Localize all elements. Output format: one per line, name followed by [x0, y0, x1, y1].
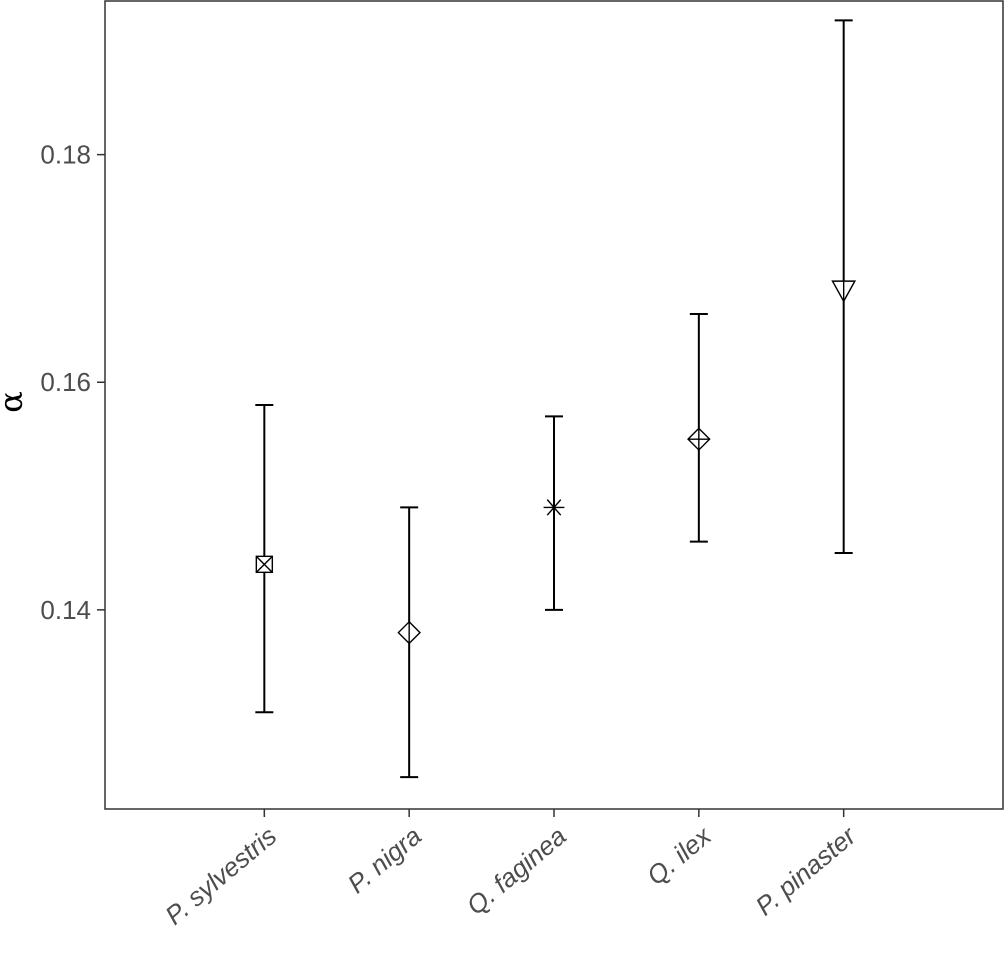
x-tick-label: P. pinaster — [750, 820, 863, 922]
point-marker — [546, 499, 562, 516]
y-axis: 0.14 0.16 0.18 — [40, 140, 105, 625]
x-tick-label: Q. faginea — [461, 821, 572, 921]
x-axis: P. sylvestris P. nigra Q. faginea Q. ilex P.… — [159, 809, 863, 931]
panel-border — [104, 0, 1004, 810]
point-group — [255, 404, 274, 714]
x-tick-label: P. nigra — [342, 821, 427, 899]
y-tick-label: 0.14 — [40, 595, 91, 625]
point-group — [831, 19, 857, 554]
point-group — [543, 415, 565, 611]
point-group — [687, 312, 711, 543]
y-axis-title: α — [0, 391, 30, 413]
y-tick-label: 0.16 — [40, 367, 91, 397]
x-tick-label: P. sylvestris — [159, 821, 282, 931]
point-group — [397, 506, 421, 779]
y-tick-label: 0.18 — [40, 140, 91, 170]
plot-marks — [255, 19, 857, 779]
point-marker-cross — [255, 555, 273, 573]
x-tick-label: Q. ilex — [641, 820, 717, 891]
